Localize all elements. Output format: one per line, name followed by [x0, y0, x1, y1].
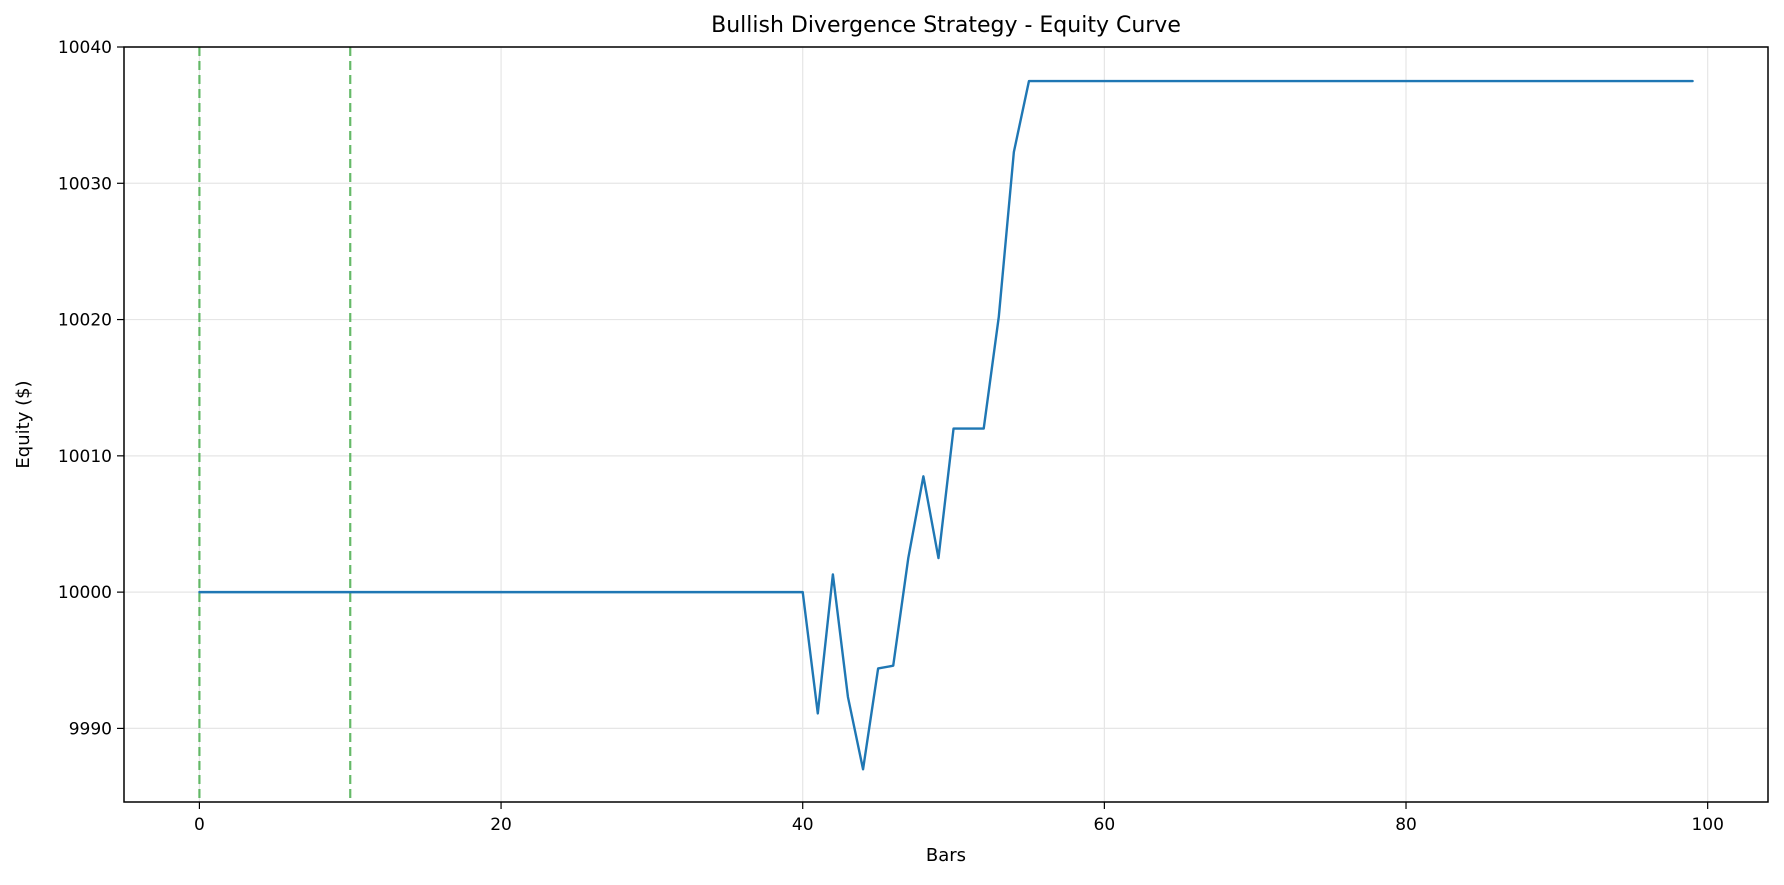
plot-frame — [123, 46, 1769, 803]
y-tick-label: 10040 — [58, 38, 112, 58]
equity-series-line — [198, 79, 1694, 771]
y-tick-label: 10030 — [58, 174, 112, 194]
y-axis-label: Equity ($) — [13, 380, 34, 468]
y-tick-label: 10000 — [58, 583, 112, 603]
y-axis-ticks: 9990 10000 10010 10020 10030 10040 — [58, 38, 124, 739]
x-axis-ticks: 0 20 40 60 80 100 — [194, 802, 1724, 835]
signal-lines — [198, 47, 352, 802]
x-tick-label: 20 — [490, 815, 512, 835]
x-tick-label: 100 — [1691, 815, 1723, 835]
x-tick-label: 60 — [1094, 815, 1116, 835]
x-tick-label: 40 — [792, 815, 814, 835]
y-tick-label: 10010 — [58, 447, 112, 467]
y-tick-label: 10020 — [58, 311, 112, 331]
x-tick-label: 80 — [1395, 815, 1417, 835]
x-tick-label: 0 — [194, 815, 205, 835]
y-tick-label: 9990 — [69, 719, 112, 739]
x-axis-label: Bars — [926, 845, 966, 866]
series-layer — [198, 79, 1694, 771]
chart-title: Bullish Divergence Strategy - Equity Cur… — [711, 13, 1181, 38]
grid-layer — [124, 46, 1768, 802]
